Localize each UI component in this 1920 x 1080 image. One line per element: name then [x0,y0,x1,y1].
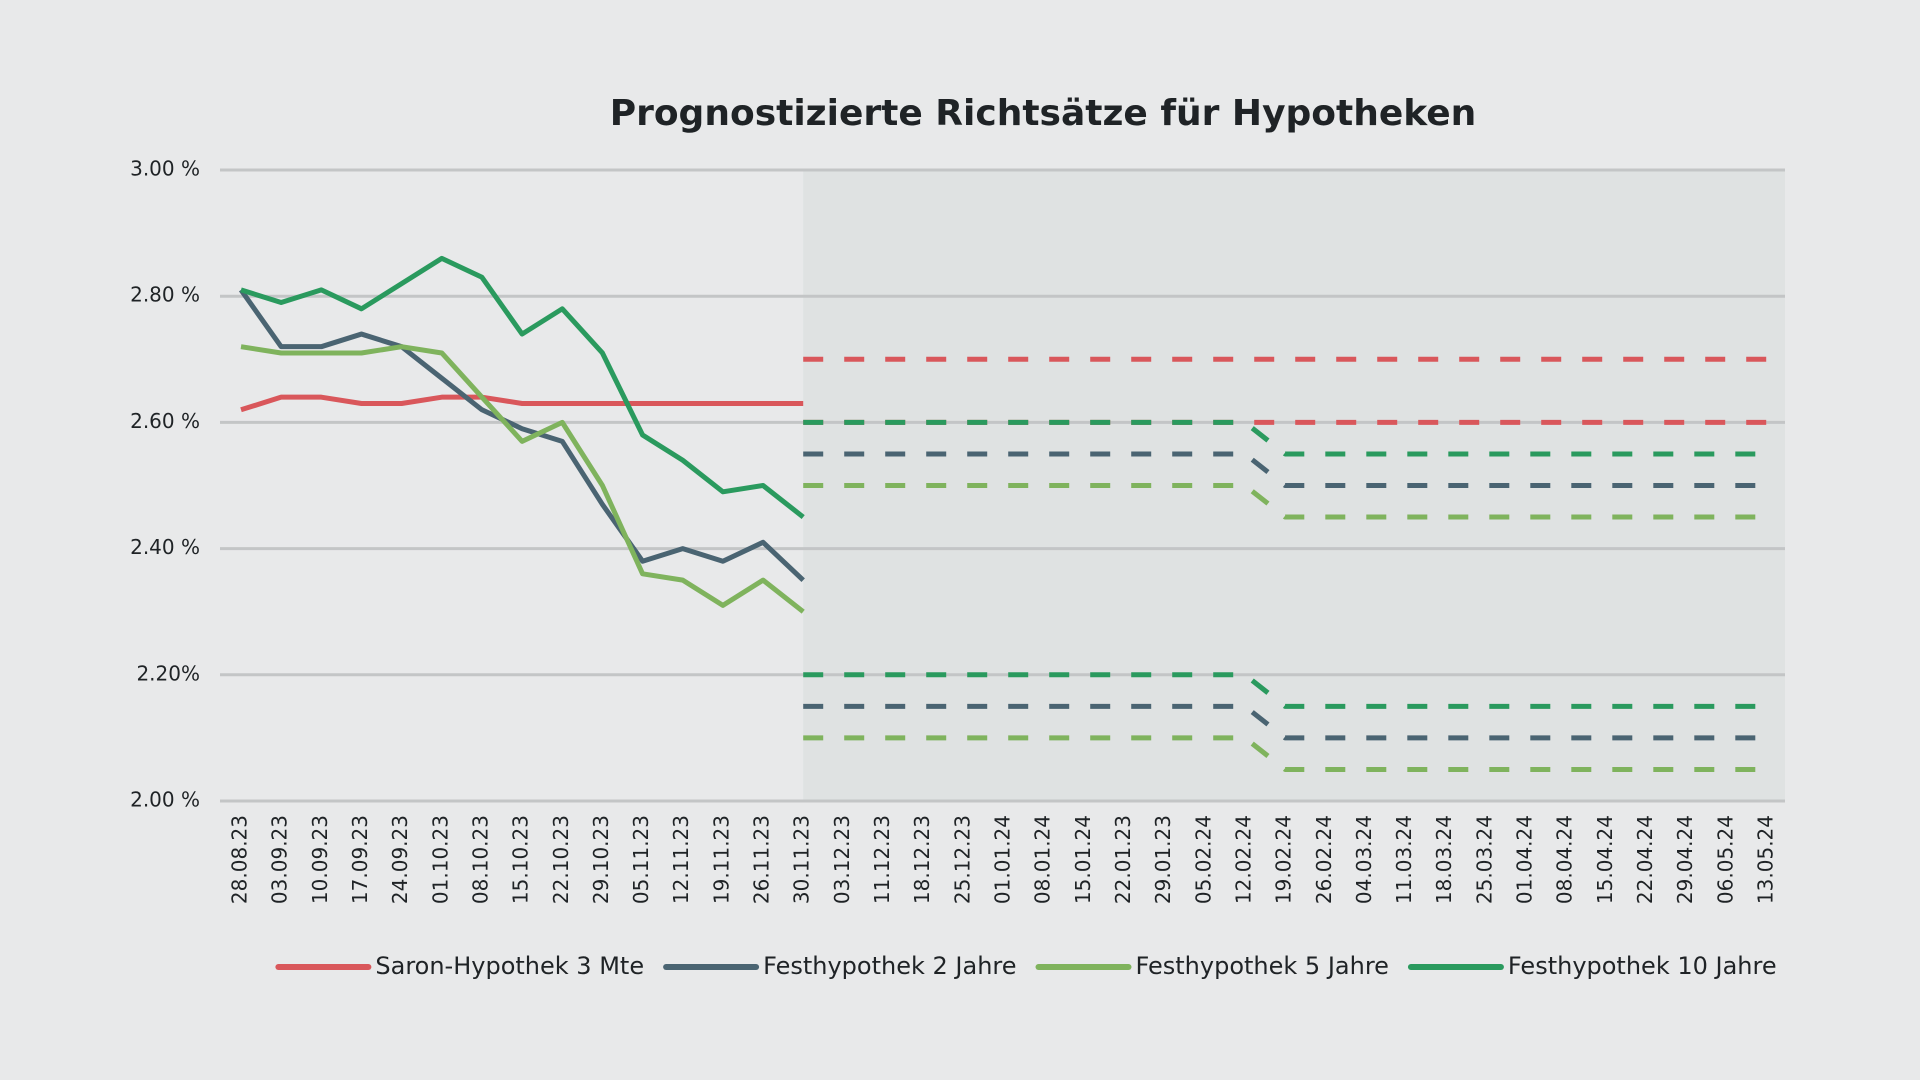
series-line [240,255,805,520]
x-tick-label: 22.01.23 [1111,815,1135,904]
x-tick-label: 01.01.24 [991,815,1015,904]
x-tick-label: 01.10.23 [428,815,452,904]
x-tick-label: 29.01.23 [1151,815,1175,904]
x-tick-label: 15.04.24 [1593,815,1617,904]
x-tick-label: 22.04.24 [1633,815,1657,904]
forecast-line [803,419,1767,457]
y-tick-label: 3.00 % [130,157,200,181]
x-tick-label: 25.03.24 [1472,815,1496,904]
x-tick-label: 29.10.23 [589,815,613,904]
x-tick-label: 01.04.24 [1513,815,1537,904]
x-tick-label: 28.08.23 [228,815,252,904]
series-line [240,344,805,614]
x-tick-label: 08.04.24 [1553,815,1577,904]
x-tick-label: 19.02.24 [1272,815,1296,904]
x-tick-label: 12.02.24 [1231,815,1255,904]
x-tick-label: 12.11.23 [669,815,693,904]
x-tick-label: 26.11.23 [750,815,774,904]
forecast-line [803,483,1767,520]
legend: Saron-Hypothek 3 Mte Festhypothek 2 Jahre… [275,952,1777,980]
legend-label: Festhypothek 10 Jahre [1508,952,1777,980]
x-tick-label: 06.05.24 [1713,815,1737,904]
x-tick-label: 15.01.24 [1071,815,1095,904]
legend-label: Saron-Hypothek 3 Mte [375,952,644,980]
x-tick-label: 03.12.23 [830,815,854,904]
x-tick-label: 26.02.24 [1312,815,1336,904]
x-tick-label: 11.03.24 [1392,815,1416,904]
chart-title: Prognostizierte Richtsätze für Hypotheke… [610,93,1477,134]
series-line [238,288,805,582]
x-tick-label: 11.12.23 [870,815,894,904]
x-tick-label: 15.10.23 [509,815,533,904]
y-tick-label: 2.20% [136,661,200,685]
x-tick-label: 19.11.23 [709,815,733,904]
y-tick-label: 2.80 % [130,283,200,307]
y-tick-label: 2.60 % [130,409,200,433]
y-tick-label: 2.40 % [130,535,200,559]
y-tick-label: 2.00 % [130,788,200,812]
forecast-line [803,703,1767,741]
x-tick-label: 08.01.24 [1031,815,1055,904]
legend-label: Festhypothek 5 Jahre [1136,952,1389,980]
x-tick-label: 03.09.23 [268,815,292,904]
series-line [240,394,804,413]
x-tick-label: 18.03.24 [1432,815,1456,904]
forecast-line [803,451,1767,488]
forecast-line [803,735,1767,772]
x-tick-label: 29.04.24 [1673,815,1697,904]
legend-label: Festhypothek 2 Jahre [763,952,1016,980]
x-tick-label: 08.10.23 [468,815,492,904]
x-tick-label: 05.11.23 [629,815,653,904]
x-tick-label: 13.05.24 [1754,815,1778,904]
x-tick-label: 10.09.23 [308,815,332,904]
x-tick-label: 05.02.24 [1191,815,1215,904]
x-tick-label: 18.12.23 [910,815,934,904]
x-tick-label: 22.10.23 [549,815,573,904]
x-tick-label: 25.12.23 [950,815,974,904]
forecast-line [803,672,1767,709]
x-tick-label: 30.11.23 [790,815,814,904]
x-tick-label: 17.09.23 [348,815,372,904]
x-tick-label: 04.03.24 [1352,815,1376,904]
x-tick-label: 24.09.23 [388,815,412,904]
